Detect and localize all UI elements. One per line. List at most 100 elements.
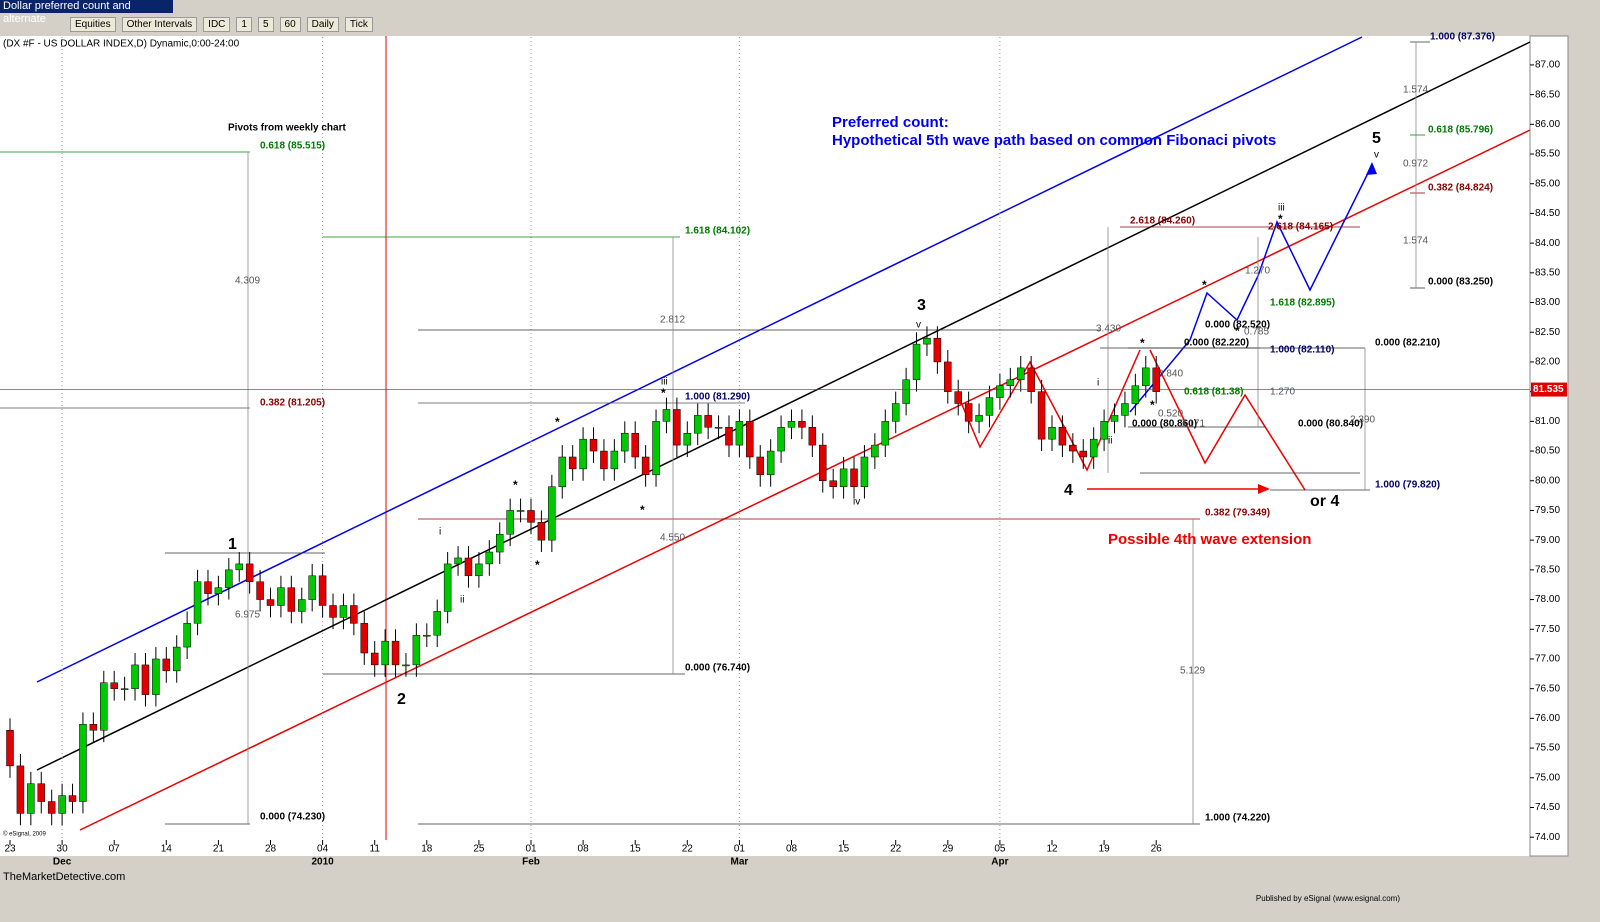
annotation: 1 — [228, 536, 237, 553]
annotation: 1.000 (74.220) — [1205, 813, 1270, 824]
candle-body — [725, 427, 733, 446]
annotation: 3.430 — [1096, 324, 1121, 335]
candle-body — [808, 427, 817, 446]
candle-body — [527, 510, 535, 523]
toolbar-button[interactable]: Other Intervals — [121, 16, 198, 32]
candle-body — [277, 587, 285, 606]
candle-body — [944, 361, 952, 392]
annotation: * — [1202, 278, 1207, 292]
y-tick-label: 82.00 — [1535, 357, 1560, 368]
candle-body — [1006, 379, 1015, 386]
candle-body — [881, 421, 890, 446]
candle-body — [1048, 427, 1056, 440]
y-tick-label: 79.50 — [1535, 505, 1560, 516]
alt-path — [1149, 349, 1306, 491]
annotation: 3.171 — [1180, 419, 1205, 430]
x-tick-label: 08 — [578, 844, 590, 855]
candle-body — [839, 468, 848, 487]
x-tick-label: 11 — [370, 844, 381, 855]
annotation: Preferred count: — [832, 114, 949, 131]
annotation: 1.618 (82.895) — [1270, 298, 1335, 309]
footer: TheMarketDetective.com — [3, 871, 126, 883]
annotation: 0.618 (81.38) — [1184, 387, 1244, 398]
y-tick-label: 80.50 — [1535, 446, 1560, 457]
candle-body — [100, 682, 108, 731]
candle-body — [902, 379, 910, 404]
candle-body — [798, 421, 806, 428]
x-tick-label: 29 — [942, 844, 954, 855]
y-tick-label: 77.00 — [1535, 654, 1560, 665]
candle-body — [704, 415, 712, 428]
toolbar-button[interactable]: Daily — [306, 16, 339, 32]
toolbar-button[interactable]: Tick — [344, 16, 373, 32]
arrow-head — [1258, 484, 1270, 494]
y-tick-label: 75.50 — [1535, 743, 1560, 754]
candle-body — [985, 397, 994, 416]
candle-body — [829, 480, 837, 487]
candle-body — [871, 444, 879, 458]
channel-blue — [36, 36, 1363, 683]
x-tick-label: 12 — [1046, 844, 1058, 855]
candle-body — [850, 468, 858, 487]
candle-body — [214, 587, 223, 594]
annotation: * — [1140, 336, 1145, 350]
annotation: 0.972 — [1403, 159, 1428, 170]
annotation: 3 — [917, 297, 926, 314]
copyright: © eSignal, 2009 — [3, 831, 46, 838]
candle-body — [631, 432, 639, 458]
annotation: or 4 — [1310, 493, 1339, 510]
month-label: 2010 — [311, 857, 334, 868]
x-tick-label: 30 — [57, 844, 69, 855]
toolbar-button[interactable]: IDC — [203, 16, 231, 32]
publisher: Published by eSignal (www.esignal.com) — [1256, 894, 1400, 903]
annotation: * — [535, 558, 540, 572]
candle-body — [891, 403, 900, 422]
toolbar-button[interactable]: 5 — [257, 16, 274, 32]
candle-body — [964, 403, 973, 422]
annotation: 1.000 (87.376) — [1430, 32, 1495, 43]
candle-body — [350, 605, 358, 624]
y-tick-label: 86.50 — [1535, 89, 1560, 100]
candle-body — [391, 640, 400, 666]
x-tick-label: 14 — [161, 844, 173, 855]
annotation: Pivots from weekly chart — [228, 123, 346, 134]
candle-body — [766, 450, 775, 476]
candle-body — [662, 409, 671, 422]
candle-body — [183, 623, 191, 648]
candle-body — [370, 652, 379, 666]
candle-body — [673, 409, 681, 446]
y-tick-label: 79.00 — [1535, 535, 1560, 546]
annotation: Hypothetical 5th wave path based on comm… — [832, 132, 1276, 149]
candle-body — [610, 450, 619, 470]
candle-body — [6, 730, 14, 767]
toolbar-button[interactable]: 60 — [279, 16, 301, 32]
candle-body — [860, 456, 869, 487]
toolbar-button[interactable]: 1 — [236, 16, 252, 32]
candle-body — [1110, 415, 1119, 422]
candle-body — [464, 557, 473, 577]
candle-body — [1027, 367, 1035, 392]
annotation: Possible 4th wave extension — [1108, 531, 1311, 548]
toolbar-button[interactable]: Equities — [70, 16, 116, 32]
candle-body — [141, 664, 150, 695]
price-axis — [1529, 35, 1569, 857]
candle-body — [693, 415, 702, 434]
annotation: 0.000 (80.860) — [1132, 419, 1197, 430]
annotation: 2.618 (84.165) — [1268, 222, 1333, 233]
annotation: 0.840 — [1158, 369, 1183, 380]
y-tick-label: 87.00 — [1535, 60, 1560, 71]
candle-body — [329, 605, 337, 618]
candle-body — [735, 421, 744, 446]
window-title: Dollar preferred count and alternate — [0, 0, 173, 25]
candle-body — [1121, 403, 1129, 416]
annotation: 0.000 (80.840) — [1298, 419, 1363, 430]
candle-body — [298, 599, 306, 612]
candle-body — [110, 682, 118, 689]
annotation: 0.382 (81.205) — [260, 398, 325, 409]
x-tick-label: 28 — [265, 844, 277, 855]
y-tick-label: 84.50 — [1535, 208, 1560, 219]
annotation: 1.618 (84.102) — [685, 226, 750, 237]
annotation: 2.812 — [660, 315, 685, 326]
annotation: 5.129 — [1180, 666, 1205, 677]
